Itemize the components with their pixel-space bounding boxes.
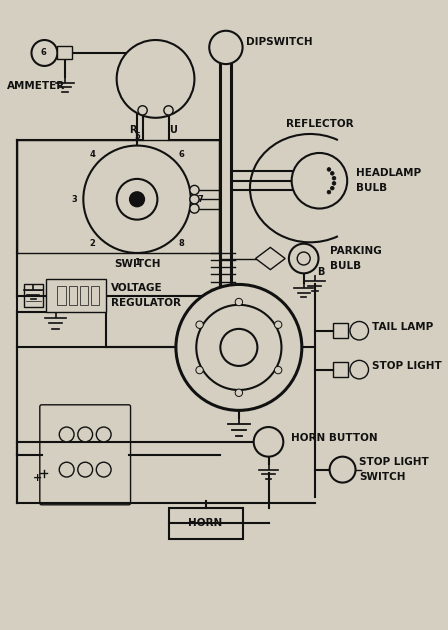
FancyBboxPatch shape bbox=[57, 47, 72, 59]
Circle shape bbox=[116, 40, 194, 118]
Text: 3: 3 bbox=[71, 195, 77, 203]
Circle shape bbox=[96, 462, 111, 477]
Circle shape bbox=[190, 185, 199, 195]
Circle shape bbox=[331, 171, 334, 175]
Circle shape bbox=[209, 31, 242, 64]
Circle shape bbox=[327, 190, 331, 194]
Circle shape bbox=[196, 305, 281, 390]
Text: HORN BUTTON: HORN BUTTON bbox=[291, 433, 377, 443]
Circle shape bbox=[59, 462, 74, 477]
Text: REGULATOR: REGULATOR bbox=[111, 298, 181, 308]
Text: DIPSWITCH: DIPSWITCH bbox=[246, 37, 313, 47]
Text: 1: 1 bbox=[134, 258, 140, 266]
Text: HORN: HORN bbox=[189, 518, 223, 529]
Circle shape bbox=[190, 204, 199, 213]
Circle shape bbox=[96, 427, 111, 442]
Circle shape bbox=[59, 427, 74, 442]
Text: 2: 2 bbox=[90, 239, 95, 248]
Text: HEADLAMP: HEADLAMP bbox=[357, 168, 422, 178]
Circle shape bbox=[254, 427, 283, 457]
Circle shape bbox=[129, 192, 144, 207]
Circle shape bbox=[31, 40, 57, 66]
Circle shape bbox=[190, 195, 199, 204]
Text: BULB: BULB bbox=[330, 261, 361, 271]
Text: B: B bbox=[317, 267, 324, 277]
Circle shape bbox=[330, 457, 356, 483]
Circle shape bbox=[292, 153, 347, 209]
Circle shape bbox=[235, 389, 242, 396]
Text: SWITCH: SWITCH bbox=[359, 472, 406, 482]
Text: AMMETER: AMMETER bbox=[8, 81, 66, 91]
Text: VOLTAGE: VOLTAGE bbox=[111, 283, 163, 293]
Circle shape bbox=[332, 181, 336, 185]
Text: PARKING: PARKING bbox=[330, 246, 381, 256]
Text: +: + bbox=[33, 472, 43, 483]
Circle shape bbox=[196, 321, 203, 328]
Circle shape bbox=[350, 360, 369, 379]
Circle shape bbox=[83, 146, 191, 253]
Circle shape bbox=[350, 321, 369, 340]
Circle shape bbox=[220, 329, 258, 366]
Text: R: R bbox=[129, 125, 137, 135]
Circle shape bbox=[78, 462, 93, 477]
Circle shape bbox=[297, 252, 310, 265]
Circle shape bbox=[275, 321, 282, 328]
Text: 6: 6 bbox=[41, 49, 47, 57]
Circle shape bbox=[138, 106, 147, 115]
Circle shape bbox=[331, 186, 334, 190]
Circle shape bbox=[164, 106, 173, 115]
Circle shape bbox=[176, 285, 302, 410]
Circle shape bbox=[275, 367, 282, 374]
Circle shape bbox=[289, 244, 319, 273]
Circle shape bbox=[332, 176, 336, 180]
Text: STOP LIGHT: STOP LIGHT bbox=[359, 457, 429, 467]
Text: REFLECTOR: REFLECTOR bbox=[286, 118, 353, 129]
Circle shape bbox=[235, 299, 242, 306]
Text: 5: 5 bbox=[134, 132, 140, 141]
Circle shape bbox=[78, 427, 93, 442]
FancyBboxPatch shape bbox=[46, 279, 106, 312]
Text: U: U bbox=[169, 125, 177, 135]
Text: 8: 8 bbox=[179, 239, 185, 248]
Text: BULB: BULB bbox=[357, 183, 388, 193]
Text: TAIL LAMP: TAIL LAMP bbox=[372, 322, 434, 332]
Circle shape bbox=[116, 179, 157, 220]
Circle shape bbox=[327, 168, 331, 171]
Text: 4: 4 bbox=[90, 150, 95, 159]
Text: STOP LIGHT: STOP LIGHT bbox=[372, 361, 442, 371]
Circle shape bbox=[196, 367, 203, 374]
Text: SWITCH: SWITCH bbox=[114, 259, 160, 269]
Text: 7: 7 bbox=[197, 195, 203, 203]
Text: 6: 6 bbox=[179, 150, 185, 159]
